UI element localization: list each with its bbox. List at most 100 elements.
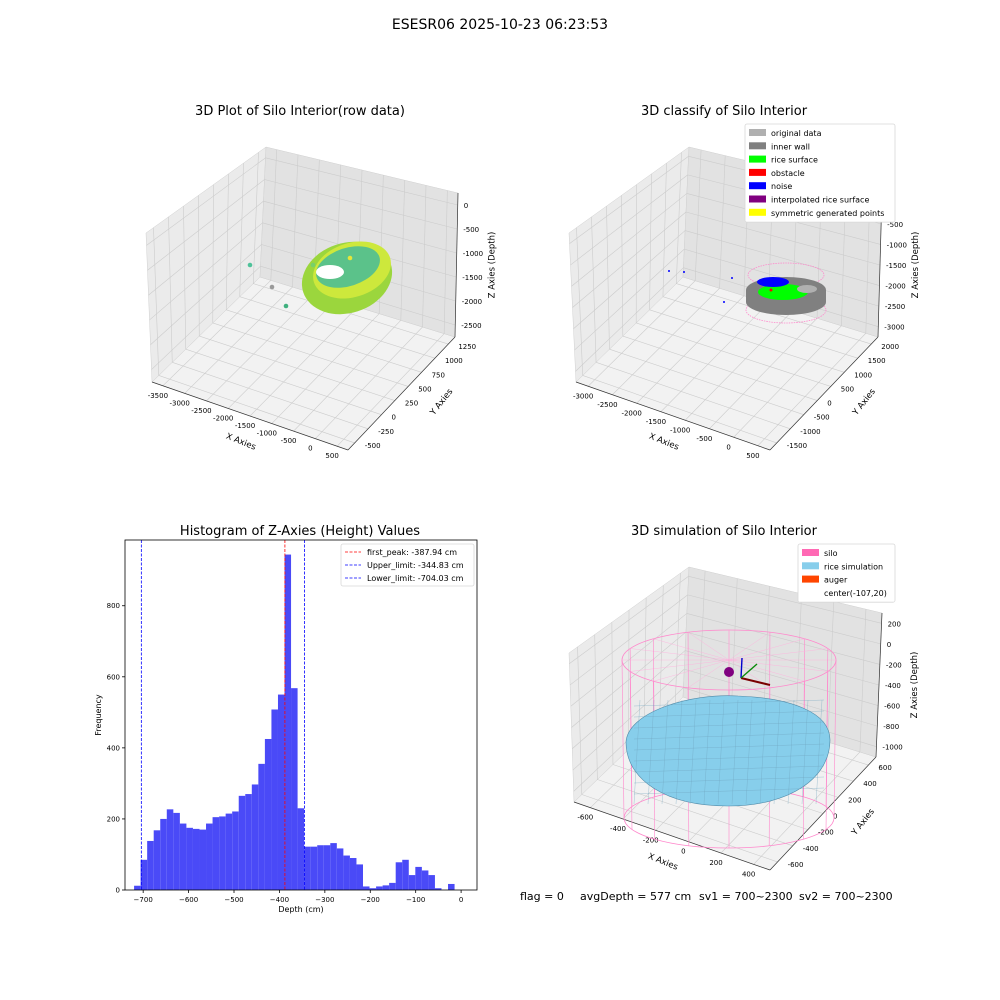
panel1-z-tick-label: 0 xyxy=(464,202,468,210)
panel4-x-tick-label: -600 xyxy=(577,814,593,822)
panel4-z-axis-line xyxy=(875,612,883,758)
histogram-bar xyxy=(179,823,187,890)
panel4-surface-mesh xyxy=(717,699,725,805)
panel1-grid-x xyxy=(292,154,299,288)
panel1-outlier-point xyxy=(283,303,289,309)
panel1-grid-y xyxy=(153,227,160,376)
panel1-x-tick-label: -2000 xyxy=(213,414,233,422)
panel2-legend-swatch xyxy=(749,155,766,163)
panel2-obstacle-point xyxy=(769,288,773,292)
panel1-x-axis-line xyxy=(151,381,349,451)
panel1-grid-x xyxy=(443,190,448,334)
panel1-x-tick-label: -1000 xyxy=(257,430,277,438)
histogram-bar xyxy=(264,738,272,890)
panel1-grid-z xyxy=(151,265,261,370)
panel2-grid-y xyxy=(595,362,791,430)
panel1-grid-x xyxy=(184,286,293,394)
panel2-legend-swatch xyxy=(749,195,766,203)
panel2-grid-y xyxy=(622,335,818,401)
panel4-center-marker xyxy=(724,667,734,677)
histogram-bar xyxy=(297,808,305,890)
panel4-axis-y-arrow xyxy=(740,663,758,679)
histogram-bar xyxy=(173,812,180,890)
panel4-x-tick-label: -400 xyxy=(610,825,626,833)
histogram-bar xyxy=(212,817,220,890)
panel4-silo-spoke xyxy=(728,638,805,661)
panel2-legend-frame xyxy=(744,123,896,223)
panel4-surface-mesh xyxy=(731,699,739,805)
panel4-silo-spoke xyxy=(687,659,730,688)
panel4-grid-y xyxy=(581,794,778,863)
panel1-grid-z xyxy=(263,200,457,254)
histogram-bar xyxy=(434,888,442,890)
panel2-legend-label: interpolated rice surface xyxy=(771,196,869,205)
panel1-y-tick-label: 500 xyxy=(418,385,431,393)
panel2-grid-z xyxy=(685,211,881,266)
histogram-legend-label: Lower_limit: -704.03 cm xyxy=(367,574,464,583)
histogram-frame xyxy=(124,539,478,891)
histogram-bar xyxy=(336,848,344,890)
panel-2-title: 3D classify of Silo Interior xyxy=(640,104,808,119)
histogram-bar xyxy=(186,827,193,890)
histogram-x-tick-label: −200 xyxy=(361,896,380,904)
panel2-grid-x xyxy=(684,310,793,421)
panel4-z-tick-label: 0 xyxy=(887,641,891,649)
panel2-y-axis-line xyxy=(769,336,879,451)
panel1-grid-z xyxy=(149,222,263,321)
histogram-bar xyxy=(349,858,357,890)
panel4-surface-mesh xyxy=(633,699,825,707)
panel1-grid-y xyxy=(185,348,382,415)
panel2-grid-x xyxy=(636,295,745,404)
panel1-y-tick-label: 1000 xyxy=(445,357,463,365)
panel1-grid-y xyxy=(183,206,187,350)
panel2-z-axis-label: Z Axies (Depth) xyxy=(911,232,921,299)
panel1-grid-x xyxy=(400,180,405,321)
panel2-x-tick-label: -2000 xyxy=(621,409,641,417)
panel4-y-tick-label: 600 xyxy=(878,764,891,772)
panel4-silo-rib xyxy=(629,648,633,807)
histogram-bar xyxy=(395,862,403,890)
panel2-y-tick-label: 1000 xyxy=(854,371,872,379)
panel4-surface-mesh xyxy=(633,710,825,718)
panel4-x-tick-label: 200 xyxy=(709,859,722,867)
histogram-bar xyxy=(376,886,383,890)
panel4-grid-z xyxy=(688,575,882,624)
panel4-surface-mesh xyxy=(703,699,711,805)
histogram-bar xyxy=(245,794,252,890)
histogram-bar xyxy=(271,709,278,890)
panel4-grid-y xyxy=(597,779,793,847)
panel1-grid-y xyxy=(199,335,395,401)
histogram-legend-label: first_peak: -387.94 cm xyxy=(367,548,457,557)
panel2-y-tick-label: 500 xyxy=(841,385,854,393)
panel2-z-tick-label: -2500 xyxy=(885,303,905,311)
histogram-y-tick-label: 0 xyxy=(116,887,120,895)
panel2-z-tick-label: -2000 xyxy=(885,283,905,291)
panel4-x-tick-label: -200 xyxy=(643,836,659,844)
figure-title: ESESR06 2025-10-23 06:23:53 xyxy=(391,17,609,33)
panel1-x-axis-label: X Axies xyxy=(224,432,257,453)
panel4-surface-mesh xyxy=(633,699,641,805)
panel2-rice-surface xyxy=(758,284,808,300)
panel1-point-gap xyxy=(316,265,344,279)
panel2-y-tick-label: -1000 xyxy=(800,428,820,436)
histogram-x-tick-label: −400 xyxy=(270,896,289,904)
histogram-bar xyxy=(219,816,226,890)
panel1-grid-x xyxy=(315,326,423,439)
histogram-bar xyxy=(199,829,207,890)
panel4-y-tick-label: 400 xyxy=(863,780,876,788)
panel2-grid-x xyxy=(612,288,720,395)
panel1-x-tick-label: 500 xyxy=(325,452,338,460)
panel4-grid-z xyxy=(686,613,880,665)
panel1-x-tick-label: 0 xyxy=(308,445,312,453)
histogram-bar xyxy=(356,864,363,890)
panel2-grid-x xyxy=(733,325,842,438)
panel4-surface-mesh xyxy=(633,765,825,773)
panel1-grid-y xyxy=(158,375,355,444)
status-flag: flag = 0 xyxy=(520,890,564,903)
panel2-z-tick-label: -1500 xyxy=(886,262,906,270)
histogram-bar xyxy=(238,795,246,890)
histogram-bar xyxy=(153,830,161,890)
histogram-bar xyxy=(192,828,200,890)
panel1-grid-y xyxy=(172,362,369,430)
panel1-z-tick-label: -2500 xyxy=(461,322,481,330)
